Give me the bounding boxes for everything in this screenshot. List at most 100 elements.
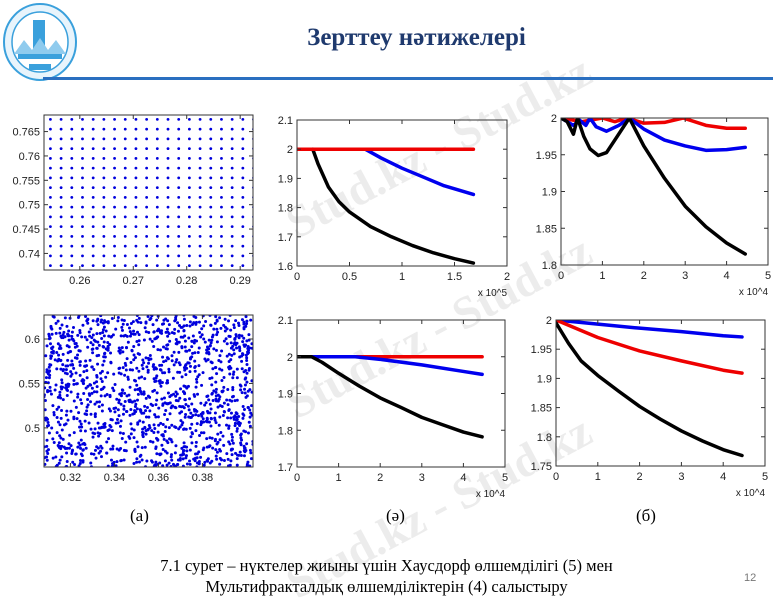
x-tick-label: 2 [637, 471, 643, 483]
data-point [135, 366, 139, 370]
y-tick-label: 0.55 [19, 378, 40, 390]
data-point [58, 344, 62, 348]
data-point [199, 335, 203, 339]
data-point [155, 244, 159, 248]
data-point [223, 317, 227, 321]
data-point [95, 380, 99, 384]
data-point [241, 416, 245, 420]
data-point [124, 368, 128, 372]
data-point [59, 186, 63, 190]
data-point [166, 205, 170, 209]
data-point [224, 337, 228, 341]
data-point [248, 415, 252, 419]
data-point [67, 382, 71, 386]
data-point [132, 329, 136, 333]
data-point [70, 205, 74, 209]
data-point [134, 156, 138, 160]
data-point [245, 462, 249, 466]
data-point [145, 166, 149, 170]
data-point [49, 137, 52, 141]
data-point [99, 449, 103, 453]
data-point [197, 364, 201, 368]
caption-line-2: Мультифракталдық өлшемділіктерін (4) сал… [205, 577, 568, 596]
data-point [241, 156, 245, 160]
data-point [45, 370, 49, 374]
data-point [74, 342, 78, 346]
data-point [147, 361, 151, 365]
data-point [242, 320, 246, 324]
data-point [105, 393, 109, 397]
data-point [243, 387, 247, 391]
data-point [218, 456, 222, 460]
x-tick-label: 0 [553, 471, 559, 483]
data-point [78, 363, 82, 367]
series-line-2 [561, 118, 747, 256]
data-point [66, 418, 70, 422]
x-tick-label: 2 [641, 270, 647, 282]
data-point [123, 373, 127, 377]
data-point [242, 429, 246, 433]
data-point [187, 264, 191, 268]
data-point [60, 455, 64, 459]
panel-label-b: (б) [636, 506, 656, 525]
data-point [91, 195, 95, 199]
data-point [111, 333, 115, 337]
data-point [148, 409, 152, 413]
data-point [101, 387, 105, 391]
data-point [81, 205, 84, 209]
data-point [100, 409, 104, 413]
data-point [109, 425, 113, 429]
data-point [57, 441, 61, 445]
data-point [230, 225, 234, 229]
data-point [241, 405, 245, 409]
data-point [134, 176, 138, 180]
data-point [96, 421, 100, 425]
data-point [153, 337, 157, 341]
data-point [222, 323, 226, 327]
data-point [215, 333, 219, 337]
data-point [163, 459, 167, 463]
data-point [158, 368, 162, 372]
slide-title: Зерттеу нәтижелері [307, 24, 526, 51]
data-point [209, 264, 213, 268]
x-tick-label: 0.26 [69, 275, 90, 287]
data-point [117, 346, 121, 350]
data-point [187, 244, 191, 248]
data-point [59, 358, 63, 362]
data-point [177, 147, 181, 151]
data-point [216, 330, 220, 334]
data-point [246, 431, 250, 435]
data-point [155, 205, 159, 209]
data-point [163, 412, 167, 416]
data-point [144, 432, 148, 436]
data-point [230, 205, 234, 209]
data-point [218, 316, 222, 320]
data-point [102, 195, 106, 199]
series-line-0 [561, 118, 747, 131]
data-point [75, 344, 79, 348]
data-point [76, 445, 80, 449]
data-point [119, 394, 123, 398]
data-point [97, 405, 101, 409]
data-point [215, 319, 219, 323]
data-point [222, 410, 226, 414]
data-point [148, 318, 152, 322]
x-tick-label: 3 [678, 471, 684, 483]
data-point [189, 411, 193, 415]
data-point [177, 215, 181, 219]
data-point [102, 234, 106, 238]
data-point [166, 441, 170, 445]
data-point [81, 186, 84, 190]
data-point [166, 166, 170, 170]
page-number: 12 [744, 572, 757, 584]
data-point [220, 147, 223, 151]
data-point [98, 400, 102, 404]
data-point [155, 195, 159, 199]
data-point [240, 391, 244, 395]
data-point [169, 438, 173, 442]
data-point [222, 401, 226, 405]
data-point [118, 348, 122, 352]
data-point [220, 137, 223, 141]
data-point [146, 315, 150, 318]
data-point [209, 195, 213, 199]
